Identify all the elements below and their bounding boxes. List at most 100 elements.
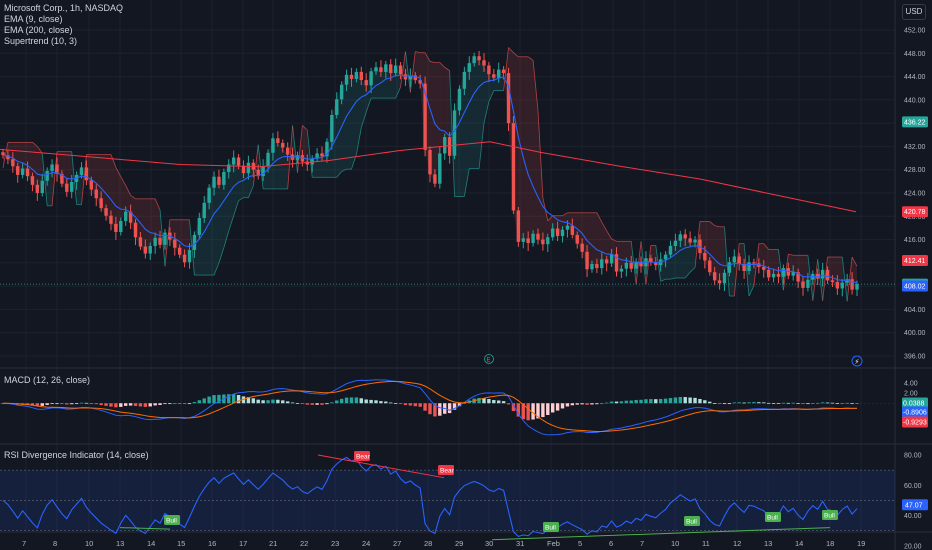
macd-histogram-bar xyxy=(565,403,570,407)
candle-body xyxy=(712,272,717,281)
macd-histogram-bar xyxy=(50,403,54,405)
macd-value-label: -0.8906 xyxy=(903,410,927,417)
chart-legend: Microsoft Corp., 1h, NASDAQ EMA (9, clos… xyxy=(4,3,123,47)
supertrend-line xyxy=(812,259,819,301)
macd-value-tag xyxy=(902,406,928,418)
supertrend-line xyxy=(508,47,514,53)
macd-histogram-bar xyxy=(629,400,633,404)
candle-body xyxy=(531,233,535,244)
macd-histogram-bar xyxy=(212,395,216,404)
candle-body xyxy=(70,181,74,192)
supertrend-fill xyxy=(214,176,219,276)
macd-histogram-bar xyxy=(202,398,206,404)
macd-histogram-bar xyxy=(192,402,197,404)
rsi-tick-label: 40.00 xyxy=(904,513,922,520)
candle-body xyxy=(300,155,305,162)
price-tag-label: 436.22 xyxy=(904,119,926,126)
macd-histogram-bar xyxy=(511,403,516,412)
supertrend-line xyxy=(782,254,789,291)
supertrend-fill xyxy=(110,154,116,233)
y-tick-label: 444.00 xyxy=(904,74,926,81)
candle-body xyxy=(285,147,290,155)
candle-body xyxy=(393,65,398,74)
supertrend-line xyxy=(424,52,431,62)
earnings-marker xyxy=(484,354,494,364)
supertrend-line xyxy=(32,142,38,147)
macd-histogram-bar xyxy=(305,403,309,405)
ema9-legend[interactable]: EMA (9, close) xyxy=(4,14,63,24)
macd-histogram-bar xyxy=(688,397,692,404)
candle-body xyxy=(359,71,363,81)
macd-histogram-bar xyxy=(570,403,575,406)
signal-line xyxy=(2,380,858,432)
supertrend-fill xyxy=(591,212,597,269)
x-tick-label: 22 xyxy=(300,539,308,548)
candle-body xyxy=(222,172,226,185)
supertrend-line xyxy=(429,61,436,63)
candle-body xyxy=(438,153,442,184)
macd-histogram-bar xyxy=(776,403,781,404)
supertrend-line xyxy=(223,230,230,248)
supertrend-line xyxy=(395,86,401,99)
macd-histogram-bar xyxy=(835,403,840,405)
macd-histogram-bar xyxy=(379,401,383,404)
currency-button[interactable]: USD xyxy=(902,4,926,20)
ema200-legend[interactable]: EMA (200, close) xyxy=(4,25,73,35)
candle-body xyxy=(418,80,422,84)
supertrend-line xyxy=(37,146,43,154)
macd-title[interactable]: MACD (12, 26, close) xyxy=(4,375,91,385)
candle-body xyxy=(207,187,211,203)
supertrend-fill xyxy=(282,147,288,189)
macd-histogram-bar xyxy=(452,403,457,410)
macd-histogram-bar xyxy=(114,403,118,408)
candle-body xyxy=(138,237,143,247)
candle-body xyxy=(40,180,44,193)
macd-histogram-bar xyxy=(40,403,44,406)
supertrend-line xyxy=(415,51,421,54)
candle-body xyxy=(261,166,265,177)
candle-body xyxy=(79,167,84,175)
macd-histogram-bar xyxy=(820,402,825,404)
y-tick-label: 428.00 xyxy=(904,167,926,174)
macd-histogram-bar xyxy=(197,400,202,404)
macd-histogram-bar xyxy=(128,403,133,406)
supertrend-line xyxy=(513,52,519,58)
supertrend-fill xyxy=(106,154,111,224)
candle-body xyxy=(241,165,246,174)
candle-body xyxy=(600,259,604,269)
supertrend-fill xyxy=(22,142,28,177)
candle-body xyxy=(339,84,344,100)
macd-histogram-bar xyxy=(295,403,300,404)
bull-label-box xyxy=(164,515,180,525)
rsi-title[interactable]: RSI Divergence Indicator (14, close) xyxy=(4,450,149,460)
candle-body xyxy=(570,225,575,235)
x-tick-label: 7 xyxy=(640,539,644,548)
rsi-tick-label: 20.00 xyxy=(904,543,922,550)
supertrend-legend[interactable]: Supertrend (10, 3) xyxy=(4,36,78,46)
bull-label-text: Bull xyxy=(545,525,556,532)
candle-body xyxy=(482,60,486,66)
candle-body xyxy=(820,269,825,279)
x-tick-label: 12 xyxy=(733,539,741,548)
candle-body xyxy=(16,166,20,175)
supertrend-line xyxy=(841,256,848,302)
candle-body xyxy=(516,210,521,242)
candle-body xyxy=(673,240,678,246)
macd-histogram-bar xyxy=(433,403,437,417)
y-tick-label: 440.00 xyxy=(904,97,926,104)
macd-histogram-bar xyxy=(619,401,624,404)
macd-histogram-bar xyxy=(752,402,756,404)
supertrend-line xyxy=(228,215,235,231)
macd-histogram-bar xyxy=(89,403,94,405)
macd-histogram-bar xyxy=(654,399,658,404)
candle-body xyxy=(472,56,476,64)
supertrend-line xyxy=(670,277,676,280)
supertrend-line xyxy=(709,221,715,226)
supertrend-line xyxy=(547,215,553,222)
supertrend-line xyxy=(51,151,58,206)
macd-histogram-bar xyxy=(285,401,290,404)
x-tick-label: 6 xyxy=(609,539,613,548)
macd-histogram-bar xyxy=(663,398,668,404)
macd-histogram-bar xyxy=(413,403,417,407)
